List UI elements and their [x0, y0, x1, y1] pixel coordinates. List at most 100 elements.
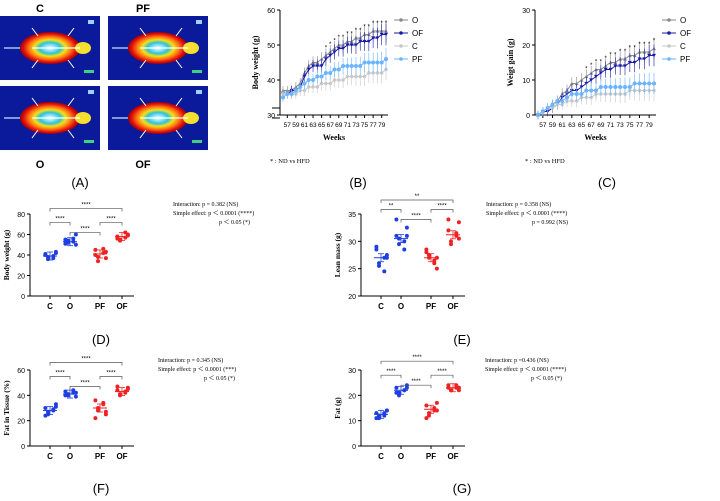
significance-star: * — [633, 46, 636, 52]
x-tick-label-pf: PF — [95, 452, 105, 461]
panel-label-e: (E) — [453, 332, 470, 347]
y-axis-label: Weigt gain (g) — [506, 38, 515, 86]
data-point — [570, 99, 574, 103]
stats-interaction: Interaction: p = 0.358 (NS) — [486, 201, 551, 208]
legend-label-c: C — [412, 42, 418, 51]
data-point — [379, 32, 384, 37]
data-point — [375, 71, 380, 75]
x-tick-label: 63 — [309, 122, 317, 129]
data-point — [594, 74, 598, 79]
data-point — [377, 261, 381, 266]
data-point — [579, 85, 584, 89]
data-point — [627, 60, 632, 65]
significance-bracket — [400, 219, 432, 223]
y-tick-label: 60 — [17, 368, 25, 375]
legend-marker — [667, 44, 671, 48]
significance-star: * — [614, 53, 617, 59]
data-point — [123, 230, 128, 235]
data-point — [432, 261, 437, 266]
footnote-annotation: * : ND vs HFD — [270, 158, 310, 165]
x-tick-label-of: OF — [116, 452, 127, 461]
significance-star: * — [643, 42, 646, 48]
mouse-leg — [31, 97, 39, 107]
significance-star: * — [325, 46, 328, 52]
data-point — [382, 269, 387, 274]
mouse-leg — [67, 27, 75, 37]
significance-bracket — [380, 374, 402, 379]
x-tick-label: 65 — [318, 122, 326, 129]
y-tick-label: 0 — [21, 294, 25, 301]
data-point — [584, 74, 589, 79]
data-point — [328, 53, 333, 58]
y-tick-label: 20 — [522, 43, 530, 50]
y-axis-label: Body weight (g) — [251, 35, 260, 89]
data-point — [93, 247, 98, 252]
image-c — [0, 16, 100, 80]
significance-star: * — [355, 28, 358, 34]
chart-weight-gain-timecourse: 0 10 20 30 57 59 61 63 65 67 69 71 73 75 77 79 Weeks Weig… — [506, 8, 691, 165]
significance-label: **** — [55, 216, 65, 222]
data-point — [560, 99, 565, 103]
data-point — [384, 32, 388, 37]
data-point — [637, 57, 642, 61]
data-point — [647, 81, 652, 86]
data-point — [449, 242, 453, 247]
data-point — [345, 64, 350, 68]
legend-marker — [399, 44, 403, 48]
significance-label: ** — [389, 203, 394, 209]
data-point — [623, 85, 627, 89]
significance-label: **** — [437, 369, 447, 375]
stats-simple-effect: Simple effect: p ＜ 0.0001 (****) — [485, 366, 566, 373]
legend-label-of: OF — [412, 29, 423, 38]
data-point — [456, 220, 461, 225]
significance-bracket — [49, 208, 123, 212]
x-axis-label: Weeks — [584, 133, 606, 142]
stats-interaction: Interaction: p = 0.345 (NS) — [158, 357, 223, 364]
data-point — [341, 46, 346, 51]
data-point — [565, 95, 569, 100]
data-point — [404, 233, 409, 238]
significance-label: **** — [412, 355, 422, 361]
legend-marker — [667, 31, 671, 35]
data-point — [569, 81, 574, 86]
data-point — [71, 236, 76, 241]
significance-star: * — [372, 21, 375, 27]
significance-bracket — [69, 232, 101, 236]
data-point — [394, 233, 399, 238]
image-of — [108, 86, 208, 150]
significance-star: * — [376, 21, 379, 27]
data-point — [652, 53, 656, 58]
mouse-head — [183, 42, 199, 54]
significance-star: * — [329, 42, 332, 48]
data-point — [362, 60, 367, 65]
x-tick-label: 57 — [539, 122, 547, 129]
y-tick-label: 20 — [348, 294, 356, 301]
data-point — [63, 241, 68, 246]
data-point — [73, 232, 78, 237]
mouse-leg — [67, 97, 75, 107]
data-point — [613, 64, 618, 68]
data-point — [302, 74, 307, 79]
x-tick-label-of: OF — [447, 302, 458, 311]
significance-label: **** — [411, 213, 421, 219]
data-point — [362, 39, 367, 44]
y-tick-label: 0 — [526, 113, 530, 120]
data-point — [449, 388, 453, 393]
y-tick-label: 0 — [21, 444, 25, 451]
data-point — [618, 64, 623, 68]
data-point — [434, 400, 439, 405]
significance-star: * — [342, 35, 345, 41]
data-point — [332, 67, 337, 72]
x-tick-label: 67 — [588, 122, 596, 129]
data-point — [306, 67, 311, 72]
data-point — [402, 247, 407, 252]
data-point — [627, 85, 632, 89]
data-point — [281, 95, 285, 100]
data-point — [584, 88, 589, 93]
mouse-leg — [139, 59, 147, 69]
x-tick-label: 71 — [344, 122, 352, 129]
y-axis-label: Lean mass (g) — [333, 232, 342, 277]
y-tick-label: 10 — [348, 419, 356, 426]
y-tick-label: 0 — [352, 444, 356, 451]
